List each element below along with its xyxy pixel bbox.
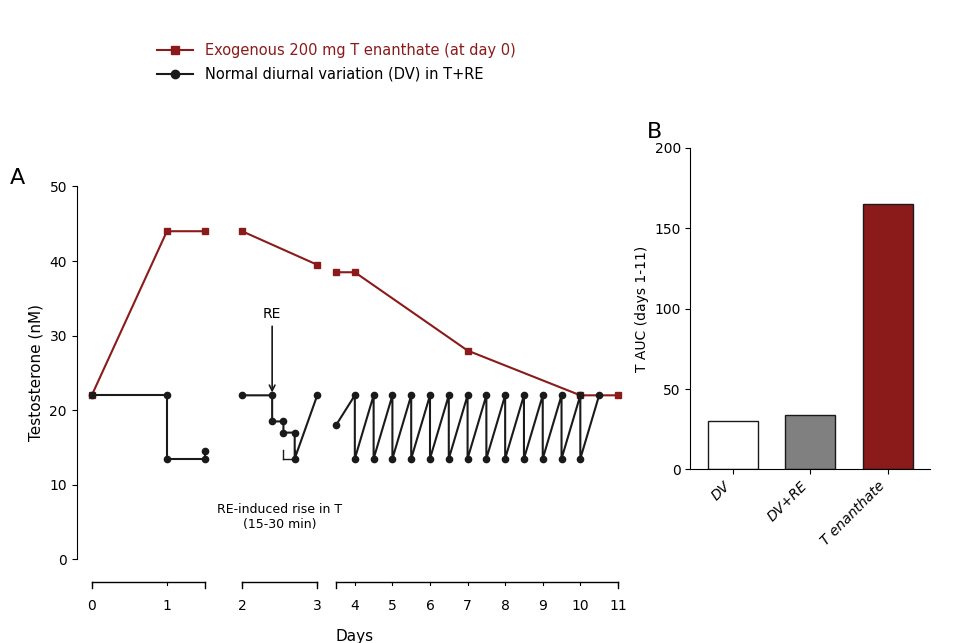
Text: 10: 10 <box>572 599 589 613</box>
Text: 3: 3 <box>313 599 321 613</box>
Text: 4: 4 <box>350 599 360 613</box>
Text: RE-induced rise in T
(15-30 min): RE-induced rise in T (15-30 min) <box>217 503 342 532</box>
Bar <box>862 204 913 469</box>
Bar <box>708 421 759 469</box>
Text: 2: 2 <box>238 599 246 613</box>
Bar <box>785 415 835 469</box>
Text: 11: 11 <box>609 599 627 613</box>
Y-axis label: T AUC (days 1-11): T AUC (days 1-11) <box>635 246 649 372</box>
Text: RE: RE <box>263 307 281 391</box>
Text: 6: 6 <box>426 599 434 613</box>
Text: Days: Days <box>336 629 374 643</box>
Text: 1: 1 <box>162 599 172 613</box>
Y-axis label: Testosterone (nM): Testosterone (nM) <box>29 304 44 442</box>
Text: 8: 8 <box>501 599 509 613</box>
Text: A: A <box>10 168 25 188</box>
Text: 7: 7 <box>463 599 472 613</box>
Text: B: B <box>647 122 663 142</box>
Text: 9: 9 <box>538 599 548 613</box>
Text: 0: 0 <box>87 599 96 613</box>
Text: 5: 5 <box>388 599 397 613</box>
Legend: Exogenous 200 mg T enanthate (at day 0), Normal diurnal variation (DV) in T+RE: Exogenous 200 mg T enanthate (at day 0),… <box>151 37 522 87</box>
